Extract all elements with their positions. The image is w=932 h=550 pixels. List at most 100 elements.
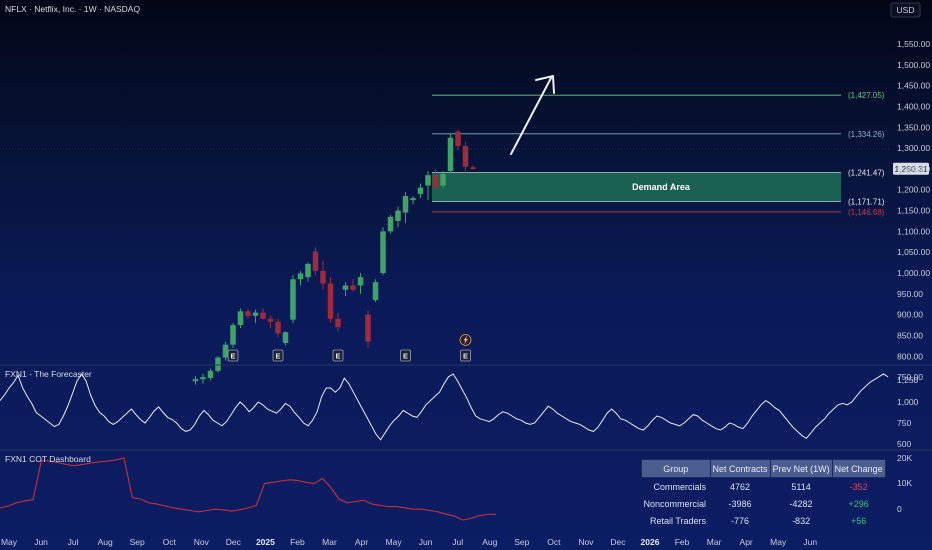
time-tick-label: Dec (610, 537, 626, 547)
cot-tick-label: 10K (897, 478, 912, 488)
pane-dividers (0, 148, 932, 451)
currency-label: USD (897, 5, 915, 15)
candle-body (432, 175, 439, 188)
candle-body (395, 210, 401, 221)
price-tick-label: 1,350.00 (897, 122, 930, 132)
candle-body (297, 273, 304, 280)
cot-cell-change: -352 (849, 481, 868, 492)
cot-cell-net: -776 (731, 515, 750, 526)
candle-body (245, 311, 251, 316)
level-label: (1,171.71) (848, 198, 885, 207)
time-tick-label: Jun (419, 537, 433, 547)
forecast-arrow[interactable] (510, 75, 555, 155)
candle-body (237, 311, 244, 326)
cot-line (0, 457, 496, 521)
arrow-head (535, 75, 555, 94)
candle-body (357, 277, 364, 286)
time-tick-label: Sep (130, 537, 145, 547)
cot-header-net: Net Contracts (709, 459, 771, 478)
cot-tick-label: 0 (897, 504, 902, 514)
candle-body (192, 379, 199, 382)
cot-cell-prev: -4282 (789, 498, 813, 509)
time-tick-label: Jun (34, 537, 48, 547)
price-tick-label: 1,500.00 (897, 60, 930, 70)
price-tick-label: 1,100.00 (897, 226, 930, 236)
earnings-letter: E (335, 352, 340, 361)
lightning-icon[interactable] (459, 334, 472, 346)
candle-body (260, 312, 266, 319)
candle-body (282, 332, 289, 343)
time-tick-label: Oct (163, 537, 177, 547)
candle-body (275, 321, 281, 334)
oscillator-title: FXN1 - The Forecaster (5, 369, 92, 379)
time-tick-label: Oct (547, 537, 561, 547)
candle-body (470, 167, 476, 169)
candle-body (320, 270, 326, 284)
price-tick-label: 1,150.00 (897, 206, 930, 216)
oscillator-pane[interactable]: 1,250 1,000 750 500 (0, 373, 919, 449)
price-tick-label: 1,300.00 (897, 143, 930, 153)
candle-body (425, 175, 431, 186)
earnings-marker[interactable]: E (332, 349, 344, 362)
cot-pane[interactable]: 20K 10K 0 (0, 453, 912, 521)
candle-body (252, 312, 259, 316)
candle-body (440, 173, 446, 186)
time-tick-label: Sep (514, 537, 529, 547)
time-tick-label: Nov (578, 537, 594, 547)
price-tick-label: 1,200.00 (897, 185, 930, 195)
price-pane[interactable]: (1,427.05) (1,334.26) (1,241.47) (1,171.71)… (192, 75, 885, 385)
cot-title: FXN1 COT Dashboard (5, 454, 91, 464)
price-tick-label: 1,000.00 (897, 268, 930, 278)
earnings-marker[interactable]: E (272, 349, 284, 362)
demand-area-box[interactable] (432, 172, 841, 202)
arrow-shaft (510, 77, 552, 155)
candle-body (387, 216, 394, 232)
earnings-marker[interactable]: E (400, 349, 411, 362)
time-tick-label: Apr (355, 537, 368, 547)
demand-area-label: Demand Area (632, 182, 691, 192)
candle-body (372, 282, 379, 301)
earnings-marker[interactable]: E (227, 349, 239, 362)
table-row: Retail Traders -776 -832 +56 (642, 512, 886, 529)
currency-badge[interactable]: USD (890, 2, 921, 18)
oscillator-tick-label: 1,250 (897, 375, 919, 385)
time-tick-label: May (770, 537, 787, 547)
cot-table: Group Net Contracts Prev Net (1W) Net Ch… (641, 459, 886, 529)
candle-body (207, 370, 214, 378)
earnings-box (400, 349, 411, 362)
price-tick-label: 1,050.00 (897, 247, 930, 257)
candle-body (335, 318, 341, 328)
cot-cell-group: Noncommercial (643, 498, 707, 509)
table-row: Noncommercial -3986 -4282 +296 (642, 495, 886, 512)
oscillator-tick-label: 1,000 (897, 397, 919, 407)
demand-area[interactable]: Demand Area (432, 172, 841, 202)
price-tick-label: 950.00 (897, 289, 923, 299)
price-axis[interactable]: 1,250.31 1,550.00 1,500.00 1,450.00 1,400.00… (893, 39, 930, 382)
level-label: (1,427.05) (848, 91, 885, 100)
candle-body (327, 283, 334, 319)
candle-body (402, 195, 409, 213)
candle-body (350, 285, 356, 290)
earnings-box (272, 349, 284, 362)
time-tick-label: Jul (452, 537, 463, 547)
current-price-tag[interactable] (893, 162, 929, 175)
candle-body (222, 344, 229, 358)
earnings-letter: E (230, 352, 235, 361)
earnings-marker[interactable]: E (460, 349, 471, 362)
earnings-box (227, 349, 239, 362)
time-tick-label: 2026 (641, 537, 660, 547)
time-axis[interactable]: May Jun Jul Aug Sep Oct Nov Dec 2025 Feb Mar Apr May… (1, 537, 817, 547)
oscillator-tick-label: 750 (897, 418, 911, 428)
oscillator-line (0, 373, 889, 441)
cot-header-prev: Prev Net (1W) (769, 459, 833, 478)
time-tick-label: Dec (226, 537, 242, 547)
current-price-label: 1,250.31 (894, 164, 927, 174)
cot-cell-prev: 5114 (791, 481, 811, 492)
earnings-letter: E (403, 352, 408, 361)
oscillator-tick-label: 500 (897, 439, 911, 449)
cot-cell-group: Commercials (653, 481, 707, 492)
earnings-letter: E (463, 352, 468, 361)
